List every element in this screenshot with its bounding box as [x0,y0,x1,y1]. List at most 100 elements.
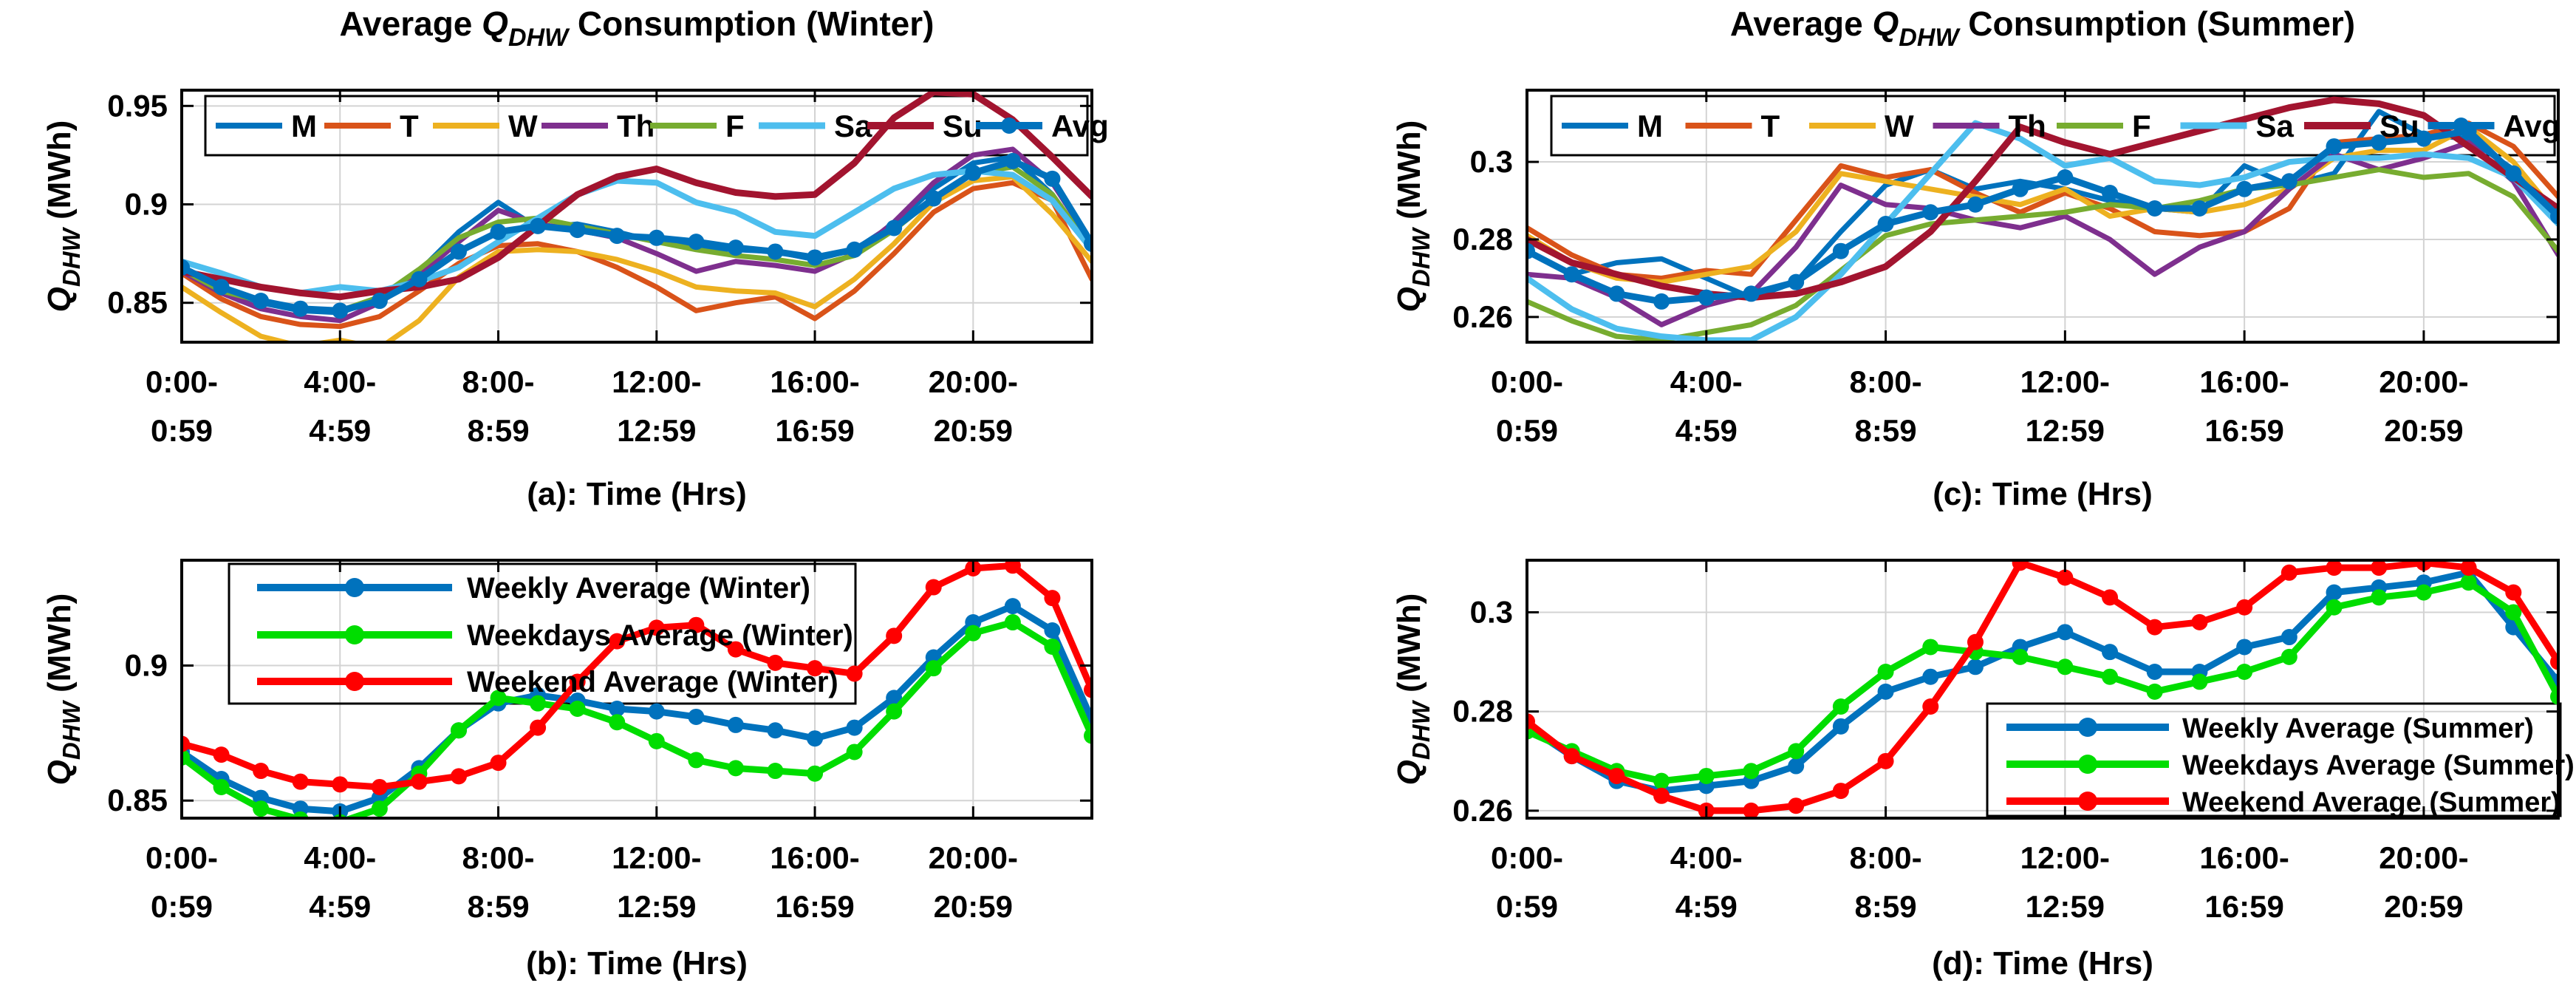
y-axis-label: QDHW (MWh) [1391,593,1435,786]
legend-item-F: F [650,109,745,143]
series-line-W [182,174,1092,342]
legend-label-F: F [725,109,745,143]
series-marker [727,239,744,256]
legend-item-Su: Su [867,109,983,143]
legend-item-Avg: Avg [976,109,1109,143]
series-marker [688,708,705,725]
series-marker [292,773,309,790]
series-marker [569,700,586,717]
x-tick-label-line2: 20:59 [934,889,1013,924]
series-marker [1004,598,1021,615]
series-marker [2012,560,2029,571]
series-marker [886,690,903,707]
series-marker [1967,659,1984,676]
series-marker [2371,134,2388,151]
series-marker [1084,235,1092,252]
series-marker [1004,560,1021,574]
x-tick-label-line1: 8:00- [1850,840,1922,875]
x-tick-label-line2: 8:59 [1855,413,1917,448]
x-tick-label-line1: 12:00- [612,840,701,875]
series-marker [1743,285,1760,302]
legend-item-Su: Su [2304,109,2419,143]
series-marker [846,241,863,258]
series-marker [846,665,863,682]
series-marker [2281,173,2297,190]
series-marker [213,279,230,296]
series-marker [2505,604,2522,621]
legend-label-Th: Th [617,109,655,143]
series-marker [886,627,903,644]
series-marker [2057,169,2074,186]
series-marker [2057,569,2074,586]
series-marker [1877,752,1894,769]
series-marker [253,800,270,817]
x-tick-label-line2: 4:59 [309,413,371,448]
series-marker [2460,560,2477,576]
x-tick-label-line2: 12:59 [617,413,696,448]
series-marker [1698,767,1715,784]
series-marker [1653,772,1670,789]
series-marker [1832,783,1849,800]
series-marker [925,660,942,677]
series-marker [648,619,665,636]
series-marker [1563,266,1580,283]
series-line-Th [1527,140,2558,327]
series-marker [1004,614,1021,631]
axes-frame [180,89,1093,344]
x-tick-label-line1: 0:00- [146,364,218,399]
axes-frame [1526,89,2560,344]
series-marker [925,190,942,207]
y-tick-label: 0.9 [125,648,168,683]
y-tick-label: 0.26 [1452,299,1513,334]
series-marker [1788,797,1805,814]
legend-box [1986,702,2562,817]
series-marker [490,755,507,772]
series-marker [332,776,349,793]
legend-label-Sa: Sa [834,109,872,143]
series-marker [530,217,547,234]
series-marker [965,164,982,181]
legend-marker-Avg [2453,118,2470,134]
legend-label: Weekly Average (Winter) [467,572,810,605]
series-marker [807,765,824,782]
series-marker [2191,613,2208,630]
series-marker [925,579,942,596]
y-tick-label: 0.85 [107,783,168,817]
legend-label-Su: Su [2379,109,2419,143]
series-marker [1044,638,1061,655]
series-marker [1788,273,1805,290]
series-marker [688,234,705,251]
series-marker [292,811,309,818]
x-axis-label: (d): Time (Hrs) [1932,945,2153,981]
series-marker [1084,681,1092,698]
legend-item-M: M [1562,109,1663,143]
series-marker [2146,619,2163,636]
series-marker [1044,622,1061,639]
legend-label-Avg: Avg [2504,109,2561,143]
series-marker [2505,165,2522,182]
series-marker [609,228,626,245]
series-marker [1084,727,1092,744]
x-tick-label-line1: 16:00- [2199,364,2289,399]
x-axis-label: (b): Time (Hrs) [526,945,748,981]
series-marker [965,625,982,642]
x-tick-label-line2: 0:59 [1496,889,1558,924]
series-line-Sa [1527,120,2558,342]
x-tick-label-line1: 12:00- [612,364,701,399]
legend-label-T: T [1761,109,1780,143]
y-tick-label: 0.3 [1470,144,1513,179]
series-line-Su [1527,96,2558,302]
series-marker [182,735,190,752]
series-marker [2236,664,2253,681]
x-tick-label-line1: 4:00- [1670,364,1743,399]
series-marker [2236,639,2253,656]
series-marker [213,746,230,763]
legend-marker [345,625,364,644]
legend-label-Th: Th [2009,109,2046,143]
series-marker [2415,130,2432,147]
series-marker [1044,590,1061,607]
x-tick-label-line1: 8:00- [1850,364,1922,399]
legend-label: Weekend Average (Winter) [467,666,838,698]
y-axis-label: QDHW (MWh) [41,593,85,786]
series-marker [2326,138,2343,155]
